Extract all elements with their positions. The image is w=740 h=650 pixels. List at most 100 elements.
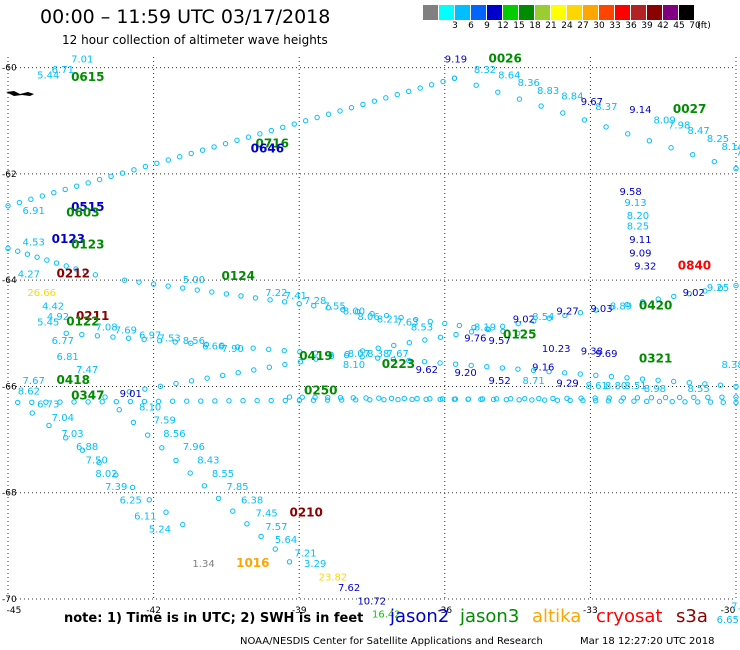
wave-height-value: 8.37 bbox=[595, 102, 617, 113]
footer-generated-time: Mar 18 12:27:20 UTC 2018 bbox=[580, 636, 715, 647]
track-point bbox=[125, 335, 132, 341]
legend-label: 27 bbox=[577, 21, 589, 31]
time-label: 0420 bbox=[639, 298, 672, 312]
track-point bbox=[291, 121, 297, 127]
track-point bbox=[313, 356, 319, 362]
track-point bbox=[401, 395, 408, 402]
wave-height-value: 9.13 bbox=[624, 198, 646, 209]
time-label: 0250 bbox=[304, 383, 337, 397]
wave-height-value: 4.42 bbox=[42, 301, 64, 312]
legend-label: 24 bbox=[561, 21, 573, 31]
wave-height-value: 9.52 bbox=[488, 376, 510, 387]
wave-height-value: 6.38 bbox=[241, 495, 263, 506]
track-point bbox=[702, 381, 708, 387]
track-point bbox=[299, 394, 305, 400]
track-ne-falling bbox=[451, 75, 739, 172]
track-point bbox=[452, 361, 459, 367]
track-point bbox=[222, 140, 229, 147]
track-point bbox=[689, 151, 696, 158]
legend-swatch bbox=[503, 5, 519, 20]
track-point bbox=[219, 372, 226, 379]
track-point bbox=[634, 395, 641, 401]
track-point bbox=[131, 167, 137, 173]
satellite-altika: altika bbox=[532, 606, 582, 627]
track-point bbox=[156, 338, 163, 344]
track-point bbox=[593, 307, 599, 313]
track-point bbox=[129, 484, 136, 491]
wave-height-value: 8.55 bbox=[687, 384, 709, 395]
track-point bbox=[717, 285, 724, 291]
track-point bbox=[682, 399, 688, 405]
track-point bbox=[268, 127, 275, 134]
lat-lon-grid: -60 -62 -64 -66 -68 -70-45 -42 -39 -36 -33 -30 bbox=[2, 57, 737, 616]
track-point bbox=[211, 144, 217, 150]
track-point bbox=[603, 124, 609, 130]
track-point bbox=[484, 363, 490, 370]
track-point bbox=[142, 163, 149, 170]
wave-height-value: 9.69 bbox=[595, 349, 617, 360]
wave-height-value: 8.38 bbox=[367, 349, 389, 360]
track-point bbox=[297, 349, 303, 355]
track-point bbox=[150, 281, 157, 287]
wave-height-value: 8.00 bbox=[343, 307, 365, 318]
track-point bbox=[711, 158, 718, 165]
legend-label: 42 bbox=[657, 21, 669, 31]
track-point bbox=[686, 380, 692, 386]
lat-tick-label: -66 bbox=[2, 382, 17, 392]
track-point bbox=[51, 190, 57, 196]
track-point bbox=[29, 399, 35, 405]
track-point bbox=[116, 407, 122, 413]
lat-tick-label: -62 bbox=[2, 170, 17, 180]
track-point bbox=[5, 245, 11, 251]
track-point bbox=[223, 291, 230, 297]
track-south bbox=[29, 410, 186, 528]
track-point bbox=[141, 398, 148, 405]
wave-height-value: 7.67 bbox=[387, 349, 409, 360]
wave-height-value: 4.53 bbox=[23, 238, 45, 249]
wave-height-value: 9.29 bbox=[556, 378, 578, 389]
track-point bbox=[499, 365, 506, 371]
legend-label: 12 bbox=[497, 21, 509, 31]
time-label: 0321 bbox=[639, 352, 672, 366]
track-point bbox=[406, 88, 412, 95]
wave-height-value: 6.11 bbox=[134, 511, 156, 522]
track-point bbox=[383, 312, 390, 319]
track-point bbox=[655, 377, 661, 383]
track-point bbox=[245, 134, 252, 140]
track-point bbox=[414, 395, 420, 402]
track-point bbox=[409, 396, 415, 403]
track-point bbox=[324, 397, 331, 403]
track-point bbox=[493, 396, 500, 402]
track-point bbox=[406, 340, 413, 346]
page-title: 00:00 – 11:59 UTC 03/17/2018 bbox=[40, 6, 331, 28]
track-point bbox=[618, 398, 624, 404]
track-point bbox=[662, 394, 669, 401]
track-point bbox=[577, 310, 584, 316]
page-subtitle: 12 hour collection of altimeter wave hei… bbox=[62, 33, 328, 47]
lon-tick-label: -30 bbox=[721, 606, 736, 616]
track-point bbox=[71, 399, 77, 405]
track-point bbox=[669, 398, 675, 405]
track-point bbox=[490, 396, 497, 403]
lat-tick-label: -70 bbox=[2, 595, 17, 605]
track-point bbox=[24, 251, 31, 257]
track-point bbox=[15, 399, 21, 406]
track-point bbox=[194, 287, 200, 293]
track-point bbox=[515, 320, 521, 327]
track-point bbox=[244, 521, 250, 527]
wave-height-value: 6.91 bbox=[23, 206, 45, 217]
wave-height-value: 7.08 bbox=[95, 323, 117, 334]
wave-height-value: 8.07 bbox=[348, 349, 370, 360]
track-point bbox=[670, 378, 677, 385]
track-point bbox=[702, 288, 708, 294]
track-point bbox=[530, 367, 537, 374]
track-point bbox=[5, 203, 11, 209]
footer-credit: NOAA/NESDIS Center for Satellite Applica… bbox=[240, 636, 543, 647]
wave-height-value: 9.57 bbox=[488, 336, 510, 347]
track-point bbox=[325, 111, 332, 117]
wave-height-value: 8.71 bbox=[522, 376, 544, 387]
track-point bbox=[605, 398, 612, 404]
wave-height-value: 26.66 bbox=[27, 288, 56, 299]
track-point bbox=[422, 337, 428, 343]
